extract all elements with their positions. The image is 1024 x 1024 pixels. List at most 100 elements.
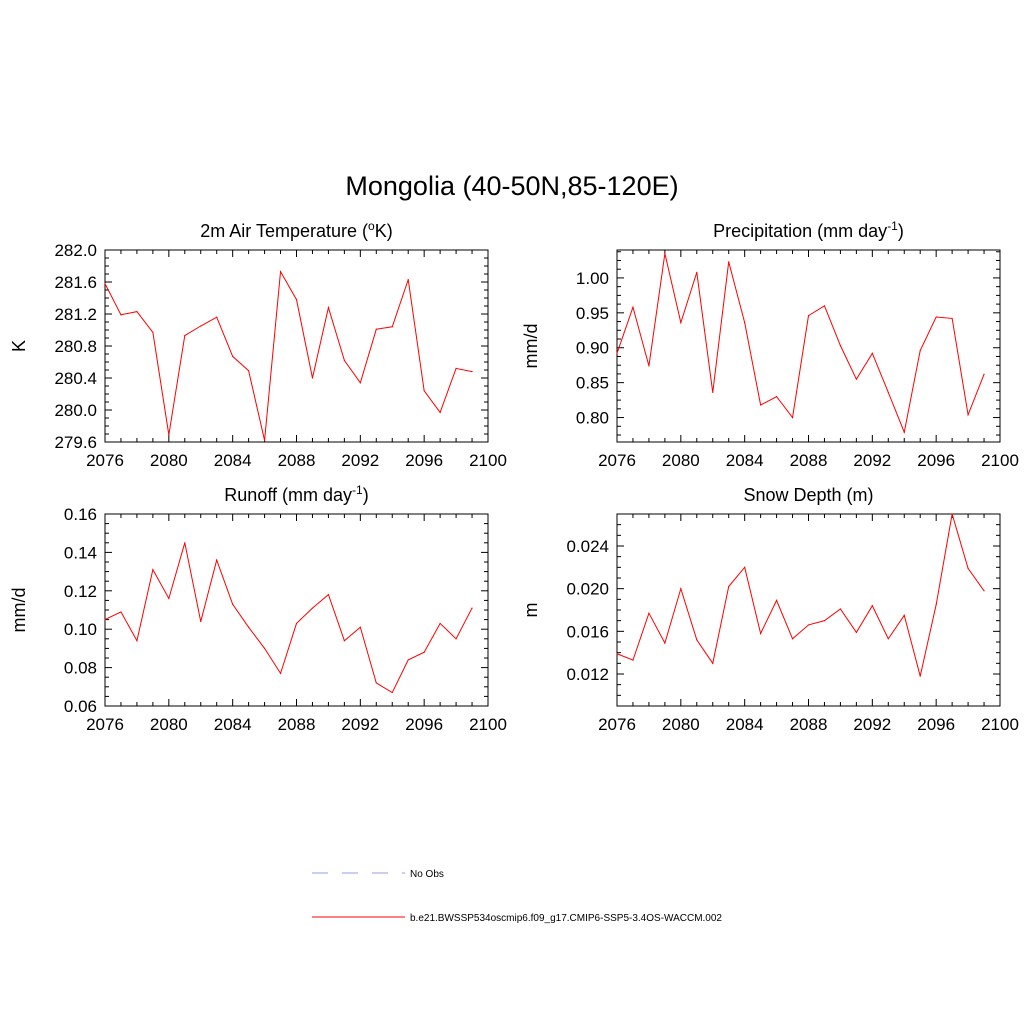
x-tick-label: 2100 [981, 451, 1019, 470]
data-point [184, 542, 186, 544]
y-tick-label: 281.6 [54, 273, 97, 292]
data-point [616, 352, 618, 354]
data-point [104, 619, 106, 621]
series-line [104, 542, 473, 694]
data-point [327, 307, 330, 309]
data-point [775, 396, 778, 398]
data-point [728, 585, 730, 588]
page-title: Mongolia (40-50N,85-120E) [345, 171, 678, 201]
chart-title: Runoff (mm day-1) [224, 483, 368, 505]
data-point [839, 608, 842, 610]
data-point [951, 513, 953, 515]
data-point [871, 605, 873, 607]
x-tick-label: 2080 [662, 715, 700, 734]
x-tick-label: 2088 [790, 715, 828, 734]
chart-panel-4: Snow Depth (m) m 2076 2080 2084 2088 2092 2096 2… [521, 485, 1019, 734]
x-tick-label: 2100 [469, 451, 507, 470]
data-point [327, 594, 330, 596]
x-tick-label: 2092 [341, 715, 379, 734]
data-point [152, 569, 154, 571]
y-axis-label: mm/d [521, 324, 541, 369]
y-tick-label: 0.95 [576, 304, 609, 323]
x-tick-label: 2092 [853, 451, 891, 470]
x-tick-label: 2080 [150, 451, 188, 470]
x-tick-label: 2084 [726, 451, 764, 470]
data-point [439, 411, 441, 413]
y-axis-label: m [521, 603, 541, 618]
x-tick-label: 2076 [598, 451, 636, 470]
y-tick-label: 280.0 [54, 401, 97, 420]
data-point [935, 604, 937, 606]
data-point [136, 311, 138, 313]
y-tick-label: 0.12 [64, 582, 97, 601]
x-tick-label: 2088 [790, 451, 828, 470]
data-point [951, 317, 953, 320]
data-point [407, 279, 409, 281]
x-tick-label: 2088 [278, 715, 316, 734]
data-point [279, 672, 282, 674]
series-line [616, 253, 985, 434]
series-line [104, 269, 473, 441]
data-point [343, 640, 345, 642]
x-tick-label: 2076 [86, 715, 124, 734]
y-tick-label: 0.85 [576, 374, 609, 393]
data-point [120, 611, 122, 613]
data-point [168, 434, 170, 436]
data-point [343, 359, 345, 361]
y-tick-label: 0.016 [566, 622, 609, 641]
data-point [823, 305, 826, 307]
data-point [760, 404, 762, 406]
x-tick-label: 2088 [278, 451, 316, 470]
data-point [104, 283, 106, 285]
data-point [120, 314, 122, 316]
data-point [248, 370, 250, 372]
data-point [232, 603, 234, 605]
x-tick-label: 2096 [405, 715, 443, 734]
chart-panel-3: Runoff (mm day-1) mm/d 2076 2080 2084 2088 209… [9, 483, 507, 734]
data-point [471, 371, 473, 373]
data-point [903, 614, 905, 616]
legend-model-label: b.e21.BWSSP534oscmip6.f09_g17.CMIP6-SSP5… [410, 913, 722, 924]
x-tick-label: 2080 [150, 715, 188, 734]
chart-panel-2: Precipitation (mm day-1) mm/d 2076 2080 2084… [521, 219, 1019, 470]
data-point [744, 322, 746, 324]
data-point [712, 662, 714, 664]
legend-obs-label: No Obs [410, 869, 444, 880]
chart-title: Snow Depth (m) [743, 485, 873, 505]
data-point [648, 612, 650, 614]
data-point [295, 622, 298, 625]
data-point [919, 675, 921, 677]
chart-title: 2m Air Temperature (oK) [200, 219, 392, 241]
data-point [696, 639, 698, 641]
data-point [664, 252, 666, 255]
data-point [632, 306, 634, 308]
data-point [168, 597, 170, 600]
y-tick-label: 0.06 [64, 697, 97, 716]
y-tick-label: 279.6 [54, 433, 97, 452]
x-tick-label: 2092 [341, 451, 379, 470]
data-point [744, 566, 746, 568]
data-point [216, 559, 218, 561]
data-point [839, 345, 842, 347]
data-point [791, 638, 794, 640]
data-point [375, 328, 377, 330]
data-point [279, 271, 282, 273]
data-point [200, 325, 202, 327]
data-point [216, 316, 218, 318]
data-point [760, 632, 762, 635]
x-tick-label: 2076 [86, 451, 124, 470]
data-point [648, 365, 650, 367]
data-point [791, 416, 794, 419]
legend: No Obs b.e21.BWSSP534oscmip6.f09_g17.CMI… [312, 869, 722, 924]
x-tick-label: 2092 [853, 715, 891, 734]
y-tick-label: 281.2 [54, 305, 97, 324]
y-tick-label: 0.10 [64, 620, 97, 639]
data-point [632, 659, 634, 661]
y-tick-label: 280.4 [54, 369, 97, 388]
data-point [359, 626, 361, 628]
chart-title: Precipitation (mm day-1) [713, 219, 904, 241]
y-tick-label: 0.012 [566, 665, 609, 684]
data-point [311, 377, 314, 379]
data-point [855, 378, 857, 380]
